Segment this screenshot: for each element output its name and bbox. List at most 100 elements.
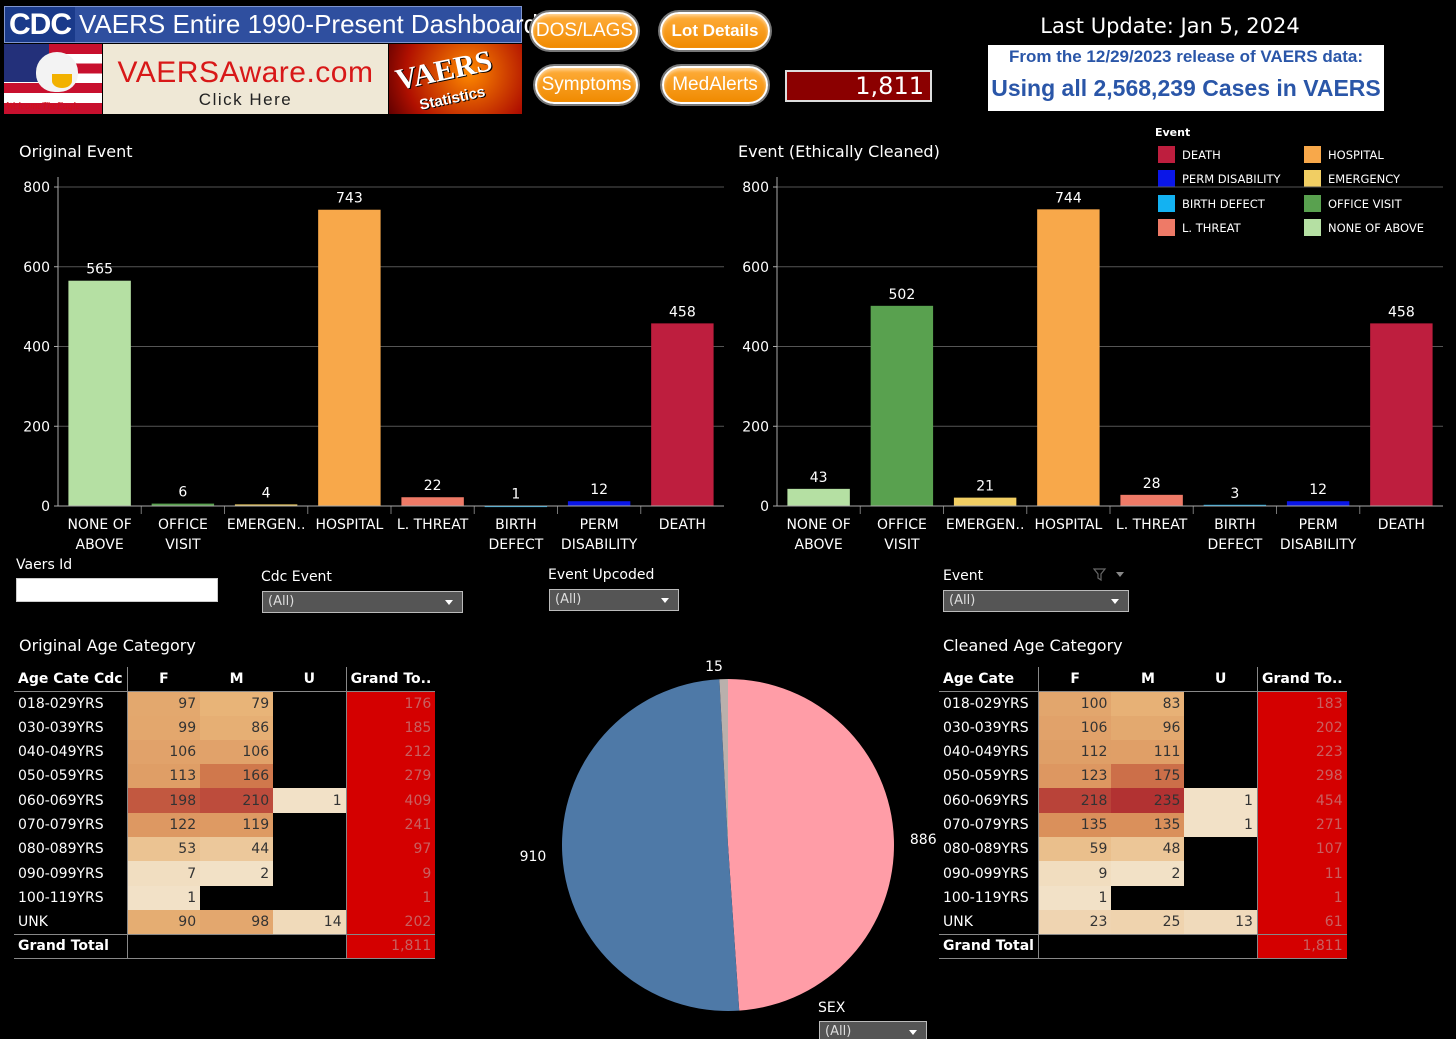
grand-total-cell: 11 <box>1256 861 1347 886</box>
bar-value-label: 565 <box>86 262 113 278</box>
bar[interactable] <box>567 501 631 506</box>
bar[interactable] <box>151 503 215 506</box>
dos-lags-button[interactable]: DOS/LAGS <box>531 12 638 50</box>
bar-value-label: 21 <box>976 479 994 495</box>
bar-value-label: 22 <box>424 478 442 494</box>
table-row[interactable]: 030-039YRS 99 86 185 <box>14 715 436 740</box>
bar[interactable] <box>68 280 131 506</box>
symptoms-button[interactable]: Symptoms <box>535 66 638 104</box>
legend-item: PERM DISABILITY <box>1158 170 1281 187</box>
value-cell <box>200 886 273 910</box>
value-cell <box>273 837 346 861</box>
bar-value-label: 43 <box>810 470 828 486</box>
table-row[interactable]: 090-099YRS 7 2 9 <box>14 861 436 886</box>
medalerts-button[interactable]: MedAlerts <box>662 66 768 104</box>
table-row[interactable]: 060-069YRS 218 235 1 454 <box>939 788 1347 813</box>
table-row[interactable]: 018-029YRS 100 83 183 <box>939 691 1347 716</box>
bar[interactable] <box>953 497 1017 506</box>
legend-label: DEATH <box>1182 147 1221 162</box>
event-upcoded-dropdown[interactable]: (All) <box>549 589 679 611</box>
column-header[interactable]: Grand To.. <box>345 667 436 692</box>
table-row[interactable]: 080-089YRS 53 44 97 <box>14 837 436 862</box>
lot-details-button[interactable]: Lot Details <box>660 12 770 50</box>
value-cell: 86 <box>200 715 274 740</box>
bar[interactable] <box>787 488 850 506</box>
bar[interactable] <box>318 209 381 506</box>
table-row[interactable]: UNK 23 25 13 61 <box>939 909 1347 935</box>
vaers-statistics-logo[interactable]: VAERS Statistics <box>389 44 522 114</box>
bar-value-label: 12 <box>590 482 608 498</box>
grand-total-cell: 241 <box>345 812 436 838</box>
y-tick-label: 800 <box>742 180 769 196</box>
table-row[interactable]: 040-049YRS 106 106 212 <box>14 739 436 765</box>
bar[interactable] <box>234 504 298 506</box>
cdc-event-dropdown[interactable]: (All) <box>262 591 463 613</box>
bar[interactable] <box>1037 209 1100 506</box>
age-category-cell: UNK <box>939 909 1039 935</box>
value-cell <box>1184 837 1257 861</box>
table-row[interactable]: 060-069YRS 198 210 1 409 <box>14 788 436 813</box>
event-dropdown[interactable]: (All) <box>943 590 1129 612</box>
y-tick-label: 400 <box>742 340 769 356</box>
table-row[interactable]: 070-079YRS 135 135 1 271 <box>939 812 1347 838</box>
x-tick-label: EMERGEN.. <box>227 517 306 533</box>
empty-cell <box>200 933 274 960</box>
value-cell: 53 <box>127 837 201 862</box>
value-cell: 2 <box>200 861 274 886</box>
value-cell: 210 <box>200 788 274 813</box>
x-tick-label: PERM <box>1299 517 1338 533</box>
table-row[interactable]: 040-049YRS 112 111 223 <box>939 739 1347 765</box>
eagle-flag-image[interactable]: WelcomeTheEagle <box>4 44 102 114</box>
pie-slice[interactable] <box>561 679 740 1012</box>
empty-cell <box>1111 933 1185 960</box>
legend-swatch <box>1304 146 1321 163</box>
bar[interactable] <box>1120 494 1183 506</box>
table-row[interactable]: 080-089YRS 59 48 107 <box>939 837 1347 862</box>
value-cell: 83 <box>1111 691 1185 716</box>
x-tick-label: VISIT <box>165 537 201 553</box>
column-header[interactable]: Age Cate <box>939 667 1039 692</box>
column-header[interactable]: Age Cate Cdc <box>14 667 128 692</box>
vaers-id-input[interactable] <box>16 578 218 602</box>
column-header[interactable]: M <box>200 667 274 692</box>
bar[interactable] <box>870 305 934 506</box>
bar[interactable] <box>401 497 464 506</box>
bar-value-label: 6 <box>178 485 187 501</box>
sex-dropdown[interactable]: (All) <box>819 1021 927 1039</box>
value-cell: 1 <box>273 788 347 813</box>
column-header[interactable]: U <box>273 667 347 692</box>
column-header[interactable]: Grand To.. <box>1256 667 1347 692</box>
bar-value-label: 3 <box>1230 486 1239 502</box>
table-row[interactable]: UNK 90 98 14 202 <box>14 909 436 935</box>
table-row[interactable]: 070-079YRS 122 119 241 <box>14 812 436 838</box>
vaersaware-link[interactable]: VAERSAware.com Click Here <box>103 44 388 114</box>
column-header[interactable]: M <box>1111 667 1185 692</box>
column-header[interactable]: U <box>1184 667 1258 692</box>
table-row[interactable]: 050-059YRS 123 175 298 <box>939 764 1347 789</box>
bar-value-label: 12 <box>1309 482 1327 498</box>
table-row[interactable]: 050-059YRS 113 166 279 <box>14 764 436 789</box>
banner-title: VAERS Entire 1990-Present Dashboard <box>79 9 539 39</box>
y-tick-label: 0 <box>760 499 769 515</box>
pie-slice[interactable] <box>719 679 728 845</box>
y-tick-label: 600 <box>742 260 769 276</box>
age-category-cell: 050-059YRS <box>939 764 1039 789</box>
bar[interactable] <box>1370 323 1433 506</box>
bar[interactable] <box>651 323 714 506</box>
empty-cell <box>1038 933 1112 960</box>
bar[interactable] <box>1286 501 1350 506</box>
filter-icon[interactable] <box>1093 568 1129 582</box>
legend-item: L. THREAT <box>1158 219 1241 236</box>
table-row[interactable]: 018-029YRS 97 79 176 <box>14 691 436 716</box>
column-header[interactable]: F <box>127 667 201 692</box>
grand-total-cell: 1 <box>345 885 436 910</box>
value-cell <box>1111 886 1184 910</box>
table-row[interactable]: 100-119YRS 1 1 <box>939 885 1347 910</box>
table-row[interactable]: 030-039YRS 106 96 202 <box>939 715 1347 740</box>
value-cell: 25 <box>1111 909 1185 935</box>
grand-total-cell: 454 <box>1256 788 1347 813</box>
pie-slice[interactable] <box>728 679 894 1011</box>
column-header[interactable]: F <box>1038 667 1112 692</box>
table-row[interactable]: 090-099YRS 9 2 11 <box>939 861 1347 886</box>
table-row[interactable]: 100-119YRS 1 1 <box>14 885 436 910</box>
